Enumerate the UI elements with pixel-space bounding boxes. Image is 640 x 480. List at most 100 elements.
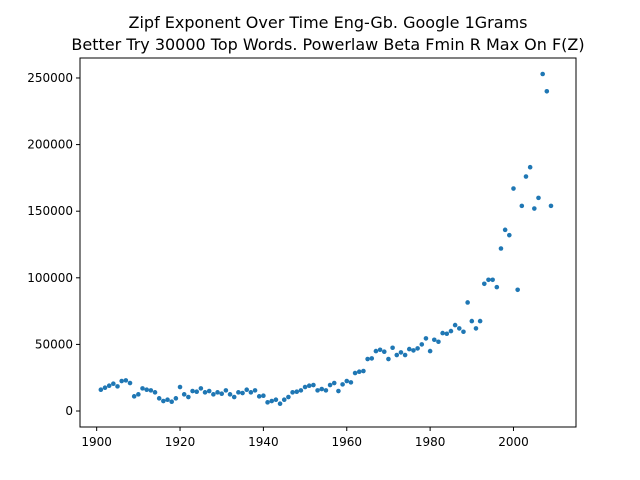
- data-point: [181, 392, 187, 397]
- data-point: [523, 174, 529, 179]
- data-point: [315, 388, 320, 393]
- data-point: [486, 277, 491, 283]
- data-point: [340, 382, 345, 387]
- data-point: [198, 386, 204, 391]
- y-tick-label: 100000: [27, 271, 73, 285]
- data-point: [311, 382, 316, 388]
- data-point: [423, 336, 429, 341]
- data-point: [136, 392, 141, 397]
- x-axis-ticks: 1900 1920 1940 1960 1980 2000: [81, 427, 529, 449]
- data-point: [415, 346, 420, 351]
- data-point: [540, 71, 545, 77]
- data-point: [256, 394, 262, 399]
- x-tick-label: 1900: [81, 435, 112, 449]
- data-point: [365, 356, 370, 362]
- data-point: [290, 390, 295, 395]
- data-point: [165, 397, 170, 402]
- x-tick-label: 1940: [248, 435, 279, 449]
- data-point: [298, 388, 304, 393]
- data-point: [219, 391, 225, 397]
- x-tick-label: 1960: [331, 435, 362, 449]
- plot-frame: [79, 57, 577, 428]
- data-point: [286, 394, 291, 400]
- data-point: [269, 398, 275, 404]
- data-point: [236, 390, 241, 395]
- data-point: [173, 396, 179, 401]
- data-point: [111, 381, 116, 387]
- data-point: [177, 384, 183, 390]
- data-point: [169, 399, 174, 404]
- data-point: [390, 345, 395, 351]
- data-point: [323, 388, 329, 393]
- data-point: [373, 348, 379, 354]
- data-point: [386, 356, 391, 362]
- data-point: [436, 339, 441, 345]
- data-point: [381, 349, 387, 355]
- data-point: [444, 331, 450, 337]
- data-point: [265, 400, 270, 405]
- data-point: [252, 388, 258, 393]
- data-point: [148, 388, 154, 393]
- data-point: [494, 284, 500, 290]
- data-point: [211, 392, 216, 397]
- data-point: [532, 206, 537, 211]
- data-point: [369, 356, 375, 361]
- data-point: [356, 369, 362, 375]
- data-point: [281, 397, 287, 402]
- y-tick-label: 200000: [27, 138, 73, 152]
- data-point: [411, 348, 416, 353]
- data-point: [402, 352, 408, 358]
- y-tick-label: 250000: [27, 71, 73, 85]
- data-point: [102, 385, 108, 391]
- data-point: [244, 387, 250, 393]
- data-point: [223, 388, 229, 393]
- chart-subtitle: Better Try 30000 Top Words. Powerlaw Bet…: [71, 35, 584, 54]
- data-point: [548, 203, 554, 209]
- x-tick-label: 1920: [165, 435, 196, 449]
- data-point: [123, 378, 129, 383]
- y-tick-label: 50000: [35, 337, 73, 351]
- data-point: [469, 318, 475, 324]
- data-point: [344, 378, 350, 384]
- data-point: [477, 318, 483, 324]
- y-tick-label: 150000: [27, 204, 73, 218]
- data-point: [515, 287, 520, 293]
- data-point: [119, 378, 124, 384]
- data-point: [206, 388, 212, 394]
- data-point: [331, 380, 337, 386]
- data-point: [361, 368, 366, 374]
- data-point: [98, 387, 104, 393]
- data-point: [115, 384, 120, 389]
- data-point: [127, 380, 133, 386]
- data-point: [448, 328, 454, 334]
- chart-title: Zipf Exponent Over Time Eng-Gb. Google 1…: [129, 13, 528, 32]
- data-point: [519, 203, 525, 209]
- data-point: [498, 246, 504, 251]
- data-point: [507, 232, 512, 238]
- data-point: [161, 398, 166, 404]
- y-tick-label: 0: [65, 404, 73, 418]
- data-point: [302, 384, 308, 390]
- data-point: [427, 348, 433, 354]
- data-point: [131, 394, 137, 399]
- data-point: [152, 390, 158, 395]
- data-point: [511, 186, 516, 191]
- data-point: [352, 370, 358, 376]
- data-point: [465, 300, 470, 305]
- data-point: [248, 390, 254, 395]
- data-point: [482, 281, 487, 287]
- data-point: [240, 390, 245, 396]
- data-point: [440, 330, 445, 336]
- data-point: [231, 394, 237, 400]
- data-point: [306, 383, 312, 389]
- data-point: [544, 89, 550, 94]
- x-tick-label: 2000: [498, 435, 529, 449]
- data-point: [527, 164, 533, 170]
- data-point: [106, 383, 112, 389]
- data-point: [536, 195, 541, 201]
- data-point: [377, 347, 383, 353]
- data-point: [156, 396, 162, 401]
- data-point: [431, 337, 437, 343]
